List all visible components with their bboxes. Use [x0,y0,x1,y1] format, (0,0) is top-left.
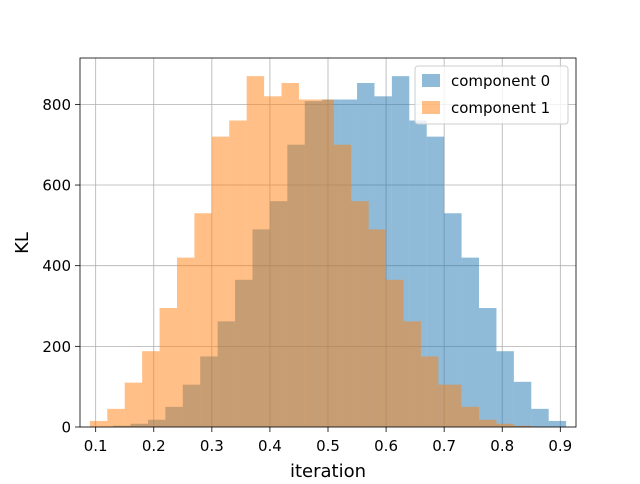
x-tick-label: 0.5 [316,437,340,455]
legend: component 0 component 1 [415,66,568,124]
histogram-bar [264,96,281,427]
histogram-bar [160,308,177,427]
histogram-bar [549,421,566,427]
histogram-bar [229,121,246,427]
histogram-bar [247,76,264,427]
y-axis-ticks: 0 200 400 600 800 [42,96,80,437]
y-tick-label: 800 [42,96,71,114]
histogram-bar [496,351,513,427]
x-tick-label: 0.3 [200,437,224,455]
histogram-bar [462,407,479,427]
histogram-bar [316,100,333,427]
x-tick-label: 0.2 [142,437,166,455]
histogram-bar [369,229,386,427]
histogram-bar [386,280,403,427]
histogram-bar [212,137,229,427]
legend-label: component 0 [451,72,550,90]
histogram-bar [90,421,107,427]
histogram-bar [438,385,461,427]
y-tick-label: 200 [42,338,71,356]
histogram-bar [479,308,496,427]
histogram-bar [282,83,299,427]
histogram-bar [479,420,496,427]
x-tick-label: 0.1 [84,437,108,455]
histogram-bar [334,145,351,427]
histogram-bar [462,258,479,427]
legend-swatch [422,74,440,87]
histogram-bar [177,258,194,427]
histogram-bar [142,351,159,427]
histogram-bar [125,383,142,427]
histogram-bar [531,409,548,427]
histogram-bar [107,409,124,427]
x-tick-label: 0.9 [548,437,572,455]
histogram-bar [421,356,438,427]
histogram-bar [514,382,531,427]
x-tick-label: 0.7 [432,437,456,455]
histogram-bar [194,213,211,427]
legend-label: component 1 [451,99,550,117]
y-tick-label: 0 [61,419,71,437]
y-tick-label: 400 [42,257,71,275]
histogram-bar [404,321,421,427]
histogram-bar [496,424,513,427]
y-tick-label: 600 [42,177,71,195]
x-tick-label: 0.8 [490,437,514,455]
y-axis-label: KL [12,232,33,254]
x-axis-label: iteration [290,461,366,480]
x-tick-label: 0.6 [374,437,398,455]
x-tick-label: 0.4 [258,437,282,455]
x-axis-ticks: 0.1 0.2 0.3 0.4 0.5 0.6 0.7 0.8 0.9 [84,427,572,455]
legend-swatch [422,101,440,114]
histogram-bar [351,201,368,427]
histogram-bar [299,100,316,427]
